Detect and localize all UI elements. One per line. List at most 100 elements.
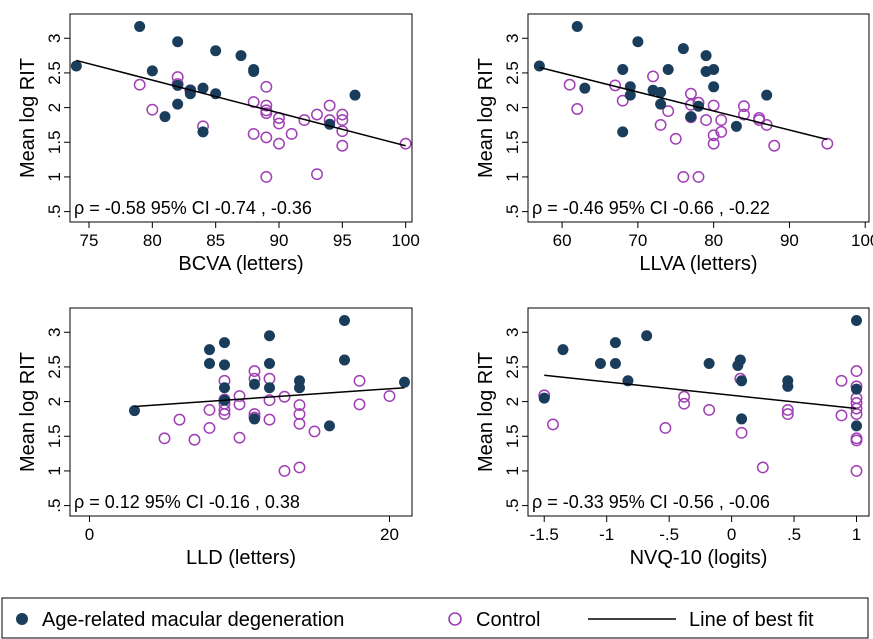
control-point [850, 408, 863, 421]
control-point [616, 94, 629, 107]
control-point [547, 418, 559, 431]
x-tick-label: 60 [553, 231, 572, 250]
x-tick-label: -1 [599, 525, 614, 544]
y-tick-label: .5 [503, 499, 522, 513]
y-axis-title: Mean log RIT [17, 352, 39, 472]
control-point [835, 374, 848, 387]
control-point [218, 408, 231, 421]
control-point [203, 403, 216, 416]
amd-point [609, 357, 621, 369]
amd-point [204, 357, 215, 369]
amd-point [235, 50, 247, 62]
amd-point [204, 344, 215, 356]
amd-point [736, 413, 748, 425]
amd-point [264, 357, 275, 369]
control-point [821, 137, 834, 150]
control-point [293, 417, 306, 430]
control-point [756, 461, 769, 474]
control-point [285, 127, 298, 140]
control-point [563, 78, 576, 91]
x-tick-label: 70 [628, 231, 647, 250]
amd-point [851, 420, 863, 432]
control-point [707, 129, 720, 142]
control-point [293, 461, 306, 474]
legend-frame [1, 597, 869, 639]
x-axis-title: LLVA (letters) [639, 253, 757, 275]
control-point [260, 107, 273, 120]
amd-point [632, 36, 644, 48]
amd-point [146, 65, 158, 77]
control-point [263, 394, 276, 407]
x-tick-label: 75 [80, 231, 99, 250]
control-point [781, 408, 794, 421]
amd-point [734, 354, 746, 366]
x-tick-label: 80 [143, 231, 162, 250]
y-tick-label: 1.5 [45, 130, 64, 154]
control-point [308, 425, 321, 438]
correlation-annotation: ρ = 0.12 95% CI -0.16 , 0.38 [74, 492, 300, 512]
control-point [323, 99, 336, 112]
correlation-annotation: ρ = -0.33 95% CI -0.56 , -0.06 [532, 492, 770, 512]
amd-point [617, 63, 629, 75]
amd-point [655, 98, 667, 110]
control-point [781, 403, 794, 416]
amd-point [655, 86, 667, 98]
x-tick-label: -.5 [659, 525, 679, 544]
y-tick-label: 2.5 [45, 61, 64, 85]
control-point [700, 114, 713, 127]
amd-point [219, 359, 230, 371]
control-point [247, 96, 260, 109]
legend-amd-marker [16, 613, 28, 625]
fit-line [76, 59, 406, 147]
fit-line [539, 66, 828, 141]
amd-point [851, 383, 863, 395]
y-axis-title: Mean log RIT [475, 352, 497, 472]
panel-4: .5 1 1.5 2 2.5 3 -1.5 -1 -.5 0 .5 1 Mean log RIT NVQ-… [475, 307, 870, 569]
y-tick-label: 3 [45, 328, 64, 337]
correlation-annotation: ρ = -0.58 95% CI -0.74 , -0.36 [74, 198, 312, 218]
amd-point [677, 43, 689, 55]
x-axis-title: BCVA (letters) [178, 253, 303, 275]
control-point [850, 365, 863, 378]
amd-point [399, 376, 410, 388]
amd-point [851, 314, 863, 326]
amd-point [349, 89, 361, 101]
y-tick-label: 2.5 [45, 355, 64, 379]
y-tick-label: 2.5 [503, 61, 522, 85]
control-point [738, 100, 750, 113]
y-axis-title: Mean log RIT [17, 58, 39, 178]
y-tick-label: 1.5 [503, 424, 522, 448]
amd-point [708, 81, 720, 93]
amd-point [134, 20, 146, 32]
x-tick-label: 85 [206, 231, 225, 250]
x-tick-label: 100 [391, 231, 419, 250]
control-point [247, 127, 260, 140]
control-point [662, 105, 675, 118]
y-tick-label: 1 [503, 466, 522, 475]
y-tick-label: 1 [45, 466, 64, 475]
plot-frame [527, 307, 870, 517]
control-point [336, 125, 349, 138]
panel-3: .5 1 1.5 2 2.5 3 0 20 Mean log RIT LLD (letters) ρ… [17, 307, 413, 569]
amd-point [249, 378, 260, 390]
legend-control-label: Control [476, 609, 540, 631]
control-point [692, 170, 705, 183]
control-point [738, 108, 750, 121]
amd-point [533, 60, 545, 72]
x-tick-label: -1.5 [530, 525, 559, 544]
amd-point [708, 63, 720, 75]
y-tick-label: 1.5 [45, 424, 64, 448]
amd-point [172, 98, 184, 110]
plot-frame [69, 13, 413, 223]
amd-point [324, 118, 336, 130]
plot-frame [527, 13, 870, 223]
control-point [715, 125, 728, 138]
control-point [715, 114, 728, 127]
amd-point [693, 100, 704, 112]
y-tick-label: .5 [45, 205, 64, 219]
amd-point [617, 126, 629, 138]
amd-point [609, 337, 621, 349]
control-point [684, 87, 697, 100]
amd-point [249, 413, 260, 425]
